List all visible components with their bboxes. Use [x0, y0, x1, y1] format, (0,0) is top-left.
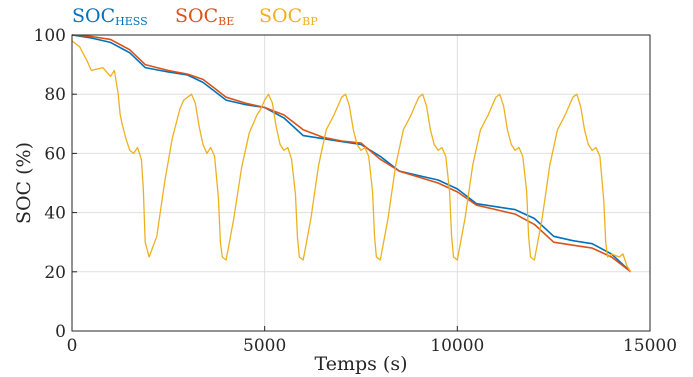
- x-tick-label: 10000: [430, 336, 484, 356]
- grid-lines: [72, 35, 650, 331]
- y-axis-label: SOC (%): [13, 142, 35, 224]
- series-line-soc-be: [71, 34, 632, 273]
- y-tick-label: 60: [44, 144, 66, 164]
- plot-background: [72, 35, 650, 331]
- plot-frame: [71, 34, 651, 332]
- y-tick-label: 20: [44, 263, 66, 283]
- series-layer: [71, 34, 632, 273]
- y-tick-label: 100: [34, 26, 66, 46]
- x-axis-label: Temps (s): [315, 353, 408, 375]
- axis-ticks: [71, 34, 651, 332]
- legend-entry-soc-bp: SOCBP: [259, 5, 318, 28]
- x-tick-label: 5000: [243, 336, 286, 356]
- legend: SOCHESS SOCBE SOCBP: [72, 5, 318, 28]
- tick-labels: 0 5000 10000 15000 0 20 40 60 80 100: [34, 26, 678, 356]
- series-line-soc-bp: [71, 40, 632, 273]
- y-tick-label: 0: [55, 322, 66, 342]
- y-tick-label: 80: [44, 85, 66, 105]
- x-tick-label: 15000: [623, 336, 677, 356]
- legend-entry-soc-be: SOCBE: [175, 5, 234, 28]
- x-tick-label: 0: [67, 336, 78, 356]
- y-tick-label: 40: [44, 204, 66, 224]
- legend-entry-soc-hess: SOCHESS: [72, 5, 148, 28]
